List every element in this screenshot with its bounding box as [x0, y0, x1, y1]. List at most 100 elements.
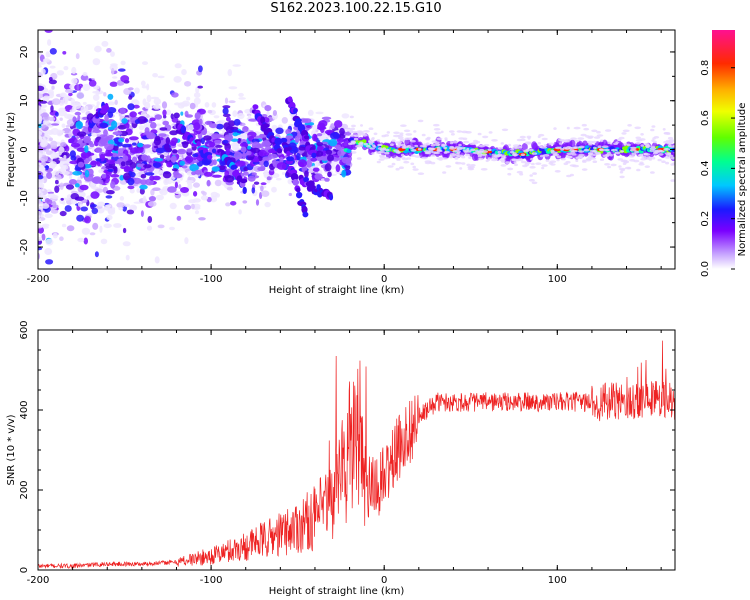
spectrogram-halo	[479, 148, 485, 152]
spectrogram-halo	[644, 165, 650, 168]
spectrogram-halo	[381, 134, 387, 138]
spectrogram-blob	[238, 97, 246, 100]
spectrogram-blob	[82, 72, 88, 77]
spectrogram-halo	[436, 146, 441, 150]
spectrogram-blob	[150, 122, 157, 129]
spectrogram-halo	[348, 142, 353, 146]
spectrogram-halo	[528, 148, 534, 152]
spectrogram-halo	[559, 142, 563, 145]
spectrogram-halo	[421, 156, 428, 160]
spectrogram-blob	[68, 179, 77, 185]
spectrogram-blob	[122, 227, 127, 234]
spectrogram-blob	[40, 113, 49, 118]
spectrogram-blob	[147, 201, 157, 207]
spectrogram-blob	[60, 142, 67, 147]
spectrogram-blob	[59, 182, 64, 190]
spectrogram-xtick-label: -200	[27, 274, 50, 285]
spectrogram-blob	[41, 125, 49, 132]
spectrogram-blob	[207, 154, 213, 160]
spectrogram-blob	[38, 247, 43, 251]
spectrogram-blob	[119, 196, 125, 201]
spectrogram-blob	[127, 185, 135, 190]
spectrogram-blob	[38, 175, 44, 180]
spectrogram-blob	[144, 172, 155, 176]
spectrogram-blob	[190, 203, 195, 210]
spectrogram-halo	[359, 141, 364, 145]
spectrogram-blob	[225, 147, 230, 156]
spectrogram-blob	[275, 127, 284, 135]
spectrogram-blob	[65, 184, 75, 190]
spectrogram-halo	[391, 139, 396, 142]
spectrogram-blob	[101, 173, 107, 179]
spectrogram-blob	[129, 136, 139, 141]
spectrogram-xtick-label: -100	[200, 274, 223, 285]
spectrogram-halo	[458, 137, 465, 140]
spectrogram-blob	[99, 122, 109, 129]
spectrogram-halo	[353, 134, 359, 137]
spectrogram-blob	[146, 155, 151, 163]
spectrogram-blob	[64, 83, 72, 90]
spectrogram-blob	[280, 137, 288, 143]
spectrogram-halo	[403, 160, 410, 164]
spectrogram-blob	[124, 203, 131, 208]
spectrogram-halo	[434, 141, 440, 144]
spectrogram-blob	[337, 149, 345, 157]
spectrogram-halo	[497, 150, 501, 154]
spectrogram-halo	[526, 135, 532, 139]
spectrogram-blob	[153, 162, 162, 169]
spectrogram-halo	[497, 153, 503, 157]
spectrogram-blob	[173, 76, 182, 83]
spectrogram-halo	[662, 128, 666, 131]
spectrogram-halo	[463, 140, 470, 144]
spectrogram-halo	[573, 126, 581, 130]
spectrogram-blob	[72, 116, 77, 123]
spectrogram-blob	[263, 160, 269, 168]
spectrogram-blob	[107, 93, 114, 100]
spectrogram-halo	[538, 133, 545, 137]
spectrogram-blob	[212, 174, 222, 178]
spectrogram-blob	[276, 148, 283, 154]
spectrogram-blob	[38, 206, 43, 210]
spectrogram-halo	[630, 146, 637, 150]
spectrogram-halo	[646, 156, 651, 159]
spectrogram-halo	[368, 140, 375, 144]
spectrogram-ridge	[671, 148, 675, 153]
spectrogram-halo	[483, 143, 490, 147]
spectrogram-halo	[629, 159, 636, 162]
spectrogram-halo	[530, 157, 534, 161]
spectrogram-halo	[350, 140, 356, 143]
spectrogram-blob	[327, 154, 334, 162]
spectrogram-blob	[321, 116, 332, 120]
spectrogram-blob	[62, 51, 67, 55]
spectrogram-blob	[46, 189, 52, 192]
spectrogram-blob	[66, 225, 75, 232]
spectrogram-blob	[53, 170, 60, 176]
spectrogram-halo	[529, 174, 533, 177]
snr-xtick-label: -100	[200, 575, 223, 586]
spectrogram-blob	[233, 151, 243, 160]
spectrogram-blob	[127, 177, 135, 186]
spectrogram-halo	[605, 153, 611, 157]
spectrogram-halo	[635, 136, 641, 140]
spectrogram-blob	[232, 64, 241, 67]
spectrogram-blob	[90, 191, 100, 199]
spectrogram-halo	[366, 144, 371, 148]
spectrogram-halo	[597, 145, 602, 148]
spectrogram-blob	[120, 60, 126, 66]
spectrogram-blob	[104, 102, 109, 111]
snr-ytick-label: 400	[19, 400, 30, 419]
spectrogram-blob	[125, 254, 130, 261]
spectrogram-blob	[170, 155, 177, 163]
spectrogram-blob	[232, 132, 239, 137]
spectrogram-halo	[561, 139, 566, 142]
spectrogram-blob	[195, 86, 200, 94]
spectrogram-halo	[590, 153, 598, 156]
spectrogram-blob	[200, 130, 207, 136]
spectrogram-halo	[378, 150, 386, 154]
spectrogram-halo	[524, 161, 532, 165]
spectrogram-halo	[433, 151, 441, 155]
spectrogram-blob	[51, 98, 61, 106]
spectrogram-halo	[443, 151, 448, 154]
spectrogram-blob	[174, 181, 178, 189]
spectrogram-halo	[436, 149, 443, 153]
